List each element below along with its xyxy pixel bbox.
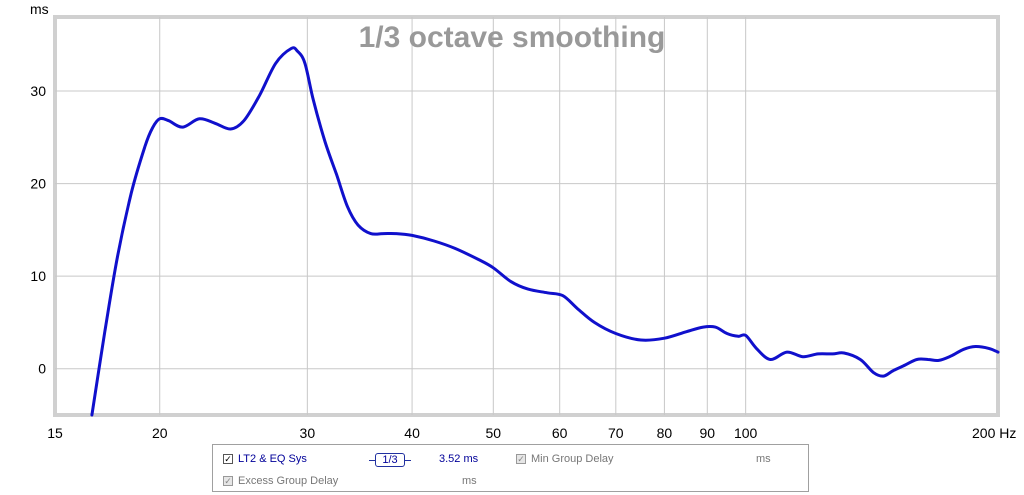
legend-panel: ✓ LT2 & EQ Sys 1/3 3.52 ms ✓ Min Group D… [212,444,809,492]
min-group-delay-checkbox[interactable]: ✓ [516,453,526,464]
group-delay-chart: 0 10 20 30 15 20 30 40 50 60 70 80 90 100 200 Hz ms 1… [30,1,1016,441]
x-tick-label: 15 [47,425,63,441]
x-tick-label: 40 [404,425,420,441]
legend-item-lt2-eq-sys: ✓ LT2 & EQ Sys [223,453,307,465]
x-tick-label: 90 [700,425,716,441]
y-axis-unit: ms [30,1,49,17]
x-tick-labels: 15 20 30 40 50 60 70 80 90 100 200 Hz [47,425,1016,441]
min-group-delay-value: ms [756,453,771,465]
x-tick-label: 70 [608,425,624,441]
series-value: 3.52 ms [439,453,479,465]
smoothing-selector[interactable]: 1/3 [375,453,405,467]
x-tick-label: 50 [486,425,502,441]
y-tick-label: 30 [30,83,46,99]
grid [55,17,998,415]
legend-item-min-group-delay: ✓ Min Group Delay [516,453,614,465]
x-tick-label: 200 Hz [972,425,1016,441]
smoothing-line-right [405,460,411,461]
x-tick-label: 60 [552,425,568,441]
smoothing-line-left [369,460,375,461]
y-tick-label: 10 [30,268,46,284]
excess-group-delay-checkbox[interactable]: ✓ [223,475,233,486]
y-tick-label: 0 [38,361,46,377]
x-tick-label: 100 [734,425,758,441]
y-tick-label: 20 [30,176,46,192]
min-group-delay-label: Min Group Delay [531,453,614,465]
y-tick-labels: 0 10 20 30 [30,83,46,377]
x-tick-label: 80 [657,425,673,441]
plot-area [53,15,1000,417]
x-tick-label: 30 [300,425,316,441]
excess-group-delay-label: Excess Group Delay [238,475,339,487]
excess-group-delay-value: ms [462,475,477,487]
x-tick-label: 20 [152,425,168,441]
series-checkbox[interactable]: ✓ [223,453,233,464]
series-label: LT2 & EQ Sys [238,453,307,465]
series-line-lt2-eq-sys [90,46,1000,417]
legend-item-excess-group-delay: ✓ Excess Group Delay [223,475,338,487]
chart-title: 1/3 octave smoothing [359,21,666,54]
